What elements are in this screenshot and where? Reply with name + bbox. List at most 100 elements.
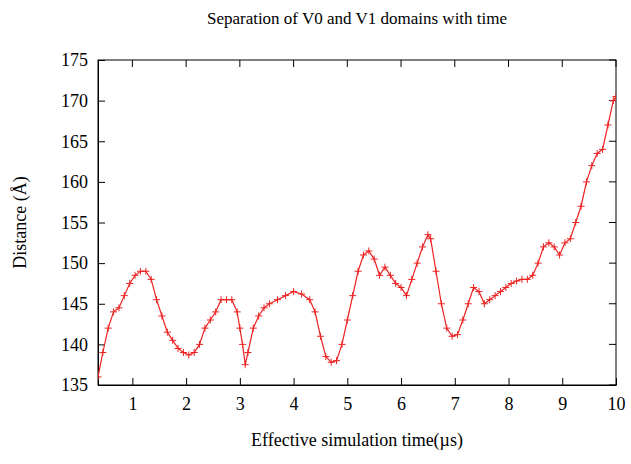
- tick-label: 7: [451, 394, 460, 414]
- title: Separation of V0 and V1 domains with tim…: [207, 9, 507, 28]
- data-point: [540, 243, 547, 250]
- plot-frame: [98, 60, 616, 385]
- data-point: [604, 122, 611, 129]
- tick-mark: [239, 60, 240, 67]
- tick-mark: [132, 60, 133, 67]
- data-point: [583, 178, 590, 185]
- data-point: [338, 341, 345, 348]
- tick-mark: [508, 60, 509, 67]
- data-point: [212, 308, 219, 315]
- data-point: [465, 300, 472, 307]
- data-point: [545, 239, 552, 246]
- data-point: [282, 292, 289, 299]
- data-point: [381, 264, 388, 271]
- tick-label: 3: [236, 394, 245, 414]
- tick: 5: [343, 378, 352, 414]
- data-point: [365, 247, 372, 254]
- tick: 7: [451, 378, 460, 414]
- data-point: [228, 296, 235, 303]
- data-point: [567, 235, 574, 242]
- tick: 3: [236, 378, 245, 414]
- tick-label: 9: [558, 394, 567, 414]
- tick-mark: [132, 378, 133, 385]
- tick-mark: [98, 182, 105, 183]
- data-point: [234, 308, 241, 315]
- tick: 1: [128, 378, 137, 414]
- y-axis-title: Distance (Å): [10, 176, 31, 268]
- data-point: [349, 292, 356, 299]
- data-point: [126, 280, 133, 287]
- data-point: [121, 292, 128, 299]
- tick-mark: [98, 304, 105, 305]
- data-point: [344, 317, 351, 324]
- tick-mark: [609, 222, 616, 223]
- data-point: [250, 325, 257, 332]
- tick-mark: [455, 378, 456, 385]
- data-point: [459, 317, 466, 324]
- data-point: [414, 260, 421, 267]
- data-point: [497, 288, 504, 295]
- data-point: [333, 357, 340, 364]
- data-point: [355, 268, 362, 275]
- tick-mark: [401, 378, 402, 385]
- tick-label: 175: [61, 50, 88, 70]
- data-point: [99, 349, 106, 356]
- x-axis: 12345678910: [99, 378, 626, 414]
- data-point: [427, 235, 434, 242]
- tick-label: 160: [61, 172, 88, 192]
- tick: 8: [505, 378, 514, 414]
- data-point: [492, 292, 499, 299]
- data-point: [481, 300, 488, 307]
- data-point: [132, 272, 139, 279]
- tick-label: 8: [505, 394, 514, 414]
- tick-label: 10: [608, 394, 626, 414]
- tick-mark: [294, 378, 295, 385]
- data-point: [322, 353, 329, 360]
- data-point: [290, 288, 297, 295]
- data-point: [443, 325, 450, 332]
- data-point: [502, 284, 509, 291]
- data-point: [398, 284, 405, 291]
- data-point: [392, 280, 399, 287]
- data-point: [110, 308, 117, 315]
- tick-label: 150: [61, 253, 88, 273]
- tick-label: 155: [61, 213, 88, 233]
- data-point: [169, 337, 176, 344]
- plot-area: [98, 93, 616, 380]
- y-axis-right: [609, 60, 616, 385]
- tick-mark: [98, 141, 105, 142]
- data-point: [158, 312, 165, 319]
- data-point: [328, 359, 335, 366]
- tick-label: 170: [61, 91, 88, 111]
- data-point: [207, 317, 214, 324]
- tick-label: 1: [128, 394, 137, 414]
- tick-label: 4: [290, 394, 299, 414]
- tick-mark: [186, 60, 187, 67]
- tick-mark: [609, 303, 616, 304]
- tick-mark: [98, 101, 105, 102]
- data-point: [274, 296, 281, 303]
- tick-mark: [609, 181, 616, 182]
- data-point: [438, 300, 445, 307]
- data-point: [153, 296, 160, 303]
- tick-mark: [293, 60, 294, 67]
- data-point: [432, 268, 439, 275]
- tick-label: 145: [61, 294, 88, 314]
- tick-mark: [347, 378, 348, 385]
- data-point: [105, 325, 112, 332]
- data-point: [551, 243, 558, 250]
- chart: Separation of V0 and V1 domains with tim…: [0, 0, 631, 464]
- tick-mark: [401, 60, 402, 67]
- data-point: [266, 300, 273, 307]
- data-point: [588, 162, 595, 169]
- data-point: [317, 333, 324, 340]
- x-axis-title: Effective simulation time(µs): [251, 430, 463, 451]
- data-point: [610, 97, 616, 104]
- data-point: [115, 304, 122, 311]
- data-point: [376, 272, 383, 279]
- tick: 9: [558, 378, 567, 414]
- data-point: [513, 278, 520, 285]
- data-point: [475, 288, 482, 295]
- data-point: [561, 239, 568, 246]
- data-point: [148, 276, 155, 283]
